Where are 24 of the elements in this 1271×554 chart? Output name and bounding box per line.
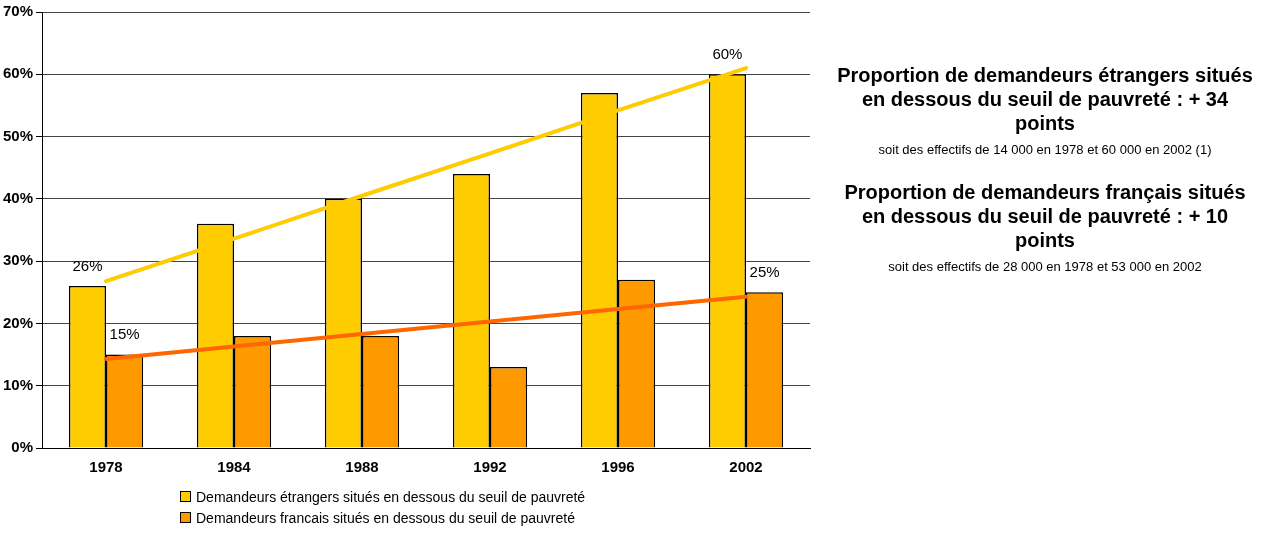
- text: soit des effectifs de 28 000 en 1978 et 53 000 en 2002: [887, 258, 1203, 275]
- y-tick-label: 50%: [2, 126, 34, 144]
- data-label: 26%: [72, 256, 103, 274]
- y-tick-label: 0%: [11, 438, 34, 456]
- y-tick-label: 20%: [2, 313, 34, 331]
- x-tick-label: 1978: [89, 458, 123, 476]
- data-label: 60%: [712, 44, 743, 62]
- x-tick-label: 1996: [601, 458, 635, 476]
- x-tick-label: 1988: [345, 458, 379, 476]
- text: Proportion de demandeurs étrangers situés en dessous du seuil de pauvreté : + 34 points: [836, 63, 1254, 135]
- y-tick-label: 10%: [2, 375, 34, 393]
- legend-label: Demandeurs francais situés en dessous du seuil de pauvreté: [196, 509, 575, 526]
- data-label: 25%: [749, 262, 780, 280]
- y-tick-label: 40%: [2, 189, 34, 206]
- data-label: 15%: [109, 325, 140, 343]
- y-tick-label: 70%: [2, 2, 34, 20]
- x-tick-label: 1984: [217, 458, 252, 476]
- y-tick-label: 60%: [2, 64, 34, 82]
- legend-label: Demandeurs étrangers situés en dessous du seuil de pauvreté: [196, 488, 586, 505]
- text: Proportion de demandeurs français situés en dessous du seuil de pauvreté : + 10 points: [843, 180, 1247, 252]
- text: soit des effectifs de 14 000 en 1978 et 60 000 en 2002 (1): [877, 141, 1213, 158]
- y-tick-label: 30%: [2, 251, 34, 269]
- x-tick-label: 2002: [729, 458, 763, 476]
- x-tick-label: 1992: [473, 458, 507, 476]
